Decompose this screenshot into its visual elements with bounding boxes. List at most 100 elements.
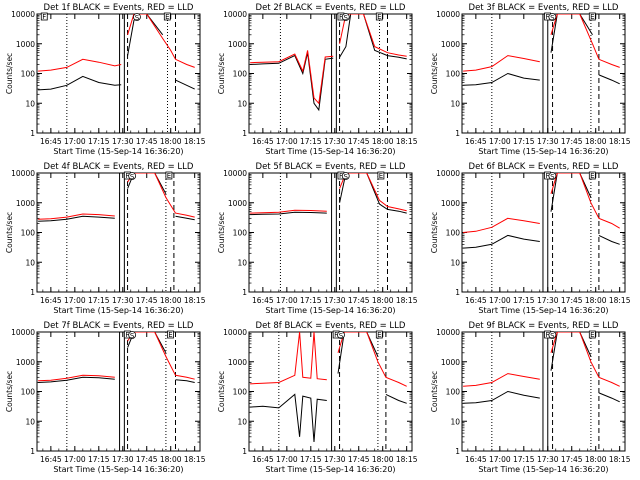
y-tick-label: 100 xyxy=(446,388,461,397)
marker-s-circle xyxy=(548,331,557,339)
marker-label: S xyxy=(550,173,555,181)
plot-frame xyxy=(461,331,626,452)
marker-box xyxy=(375,330,383,339)
marker-label: F xyxy=(125,172,129,180)
y-tick-label: 100 xyxy=(446,70,461,79)
marker-box xyxy=(588,330,596,339)
marker-e: E xyxy=(375,330,383,339)
marker-box xyxy=(588,12,596,21)
x-tick-label: 17:00 xyxy=(64,296,86,305)
series-lld-line xyxy=(250,14,407,105)
series-lld-line xyxy=(38,173,195,220)
y-tick-label: 1 xyxy=(242,288,247,297)
plot-frame xyxy=(36,172,201,293)
panel-det-3: Det 3f BLACK = Events, RED = LLD 1 10 100 10… xyxy=(430,3,631,156)
x-tick-label: 17:30 xyxy=(112,296,134,305)
x-tick-label: 18:00 xyxy=(372,296,394,305)
marker-box xyxy=(163,12,171,21)
marker-s: S xyxy=(341,13,350,22)
x-tick-label: 17:30 xyxy=(112,455,134,464)
y-tick-label: 100 xyxy=(21,229,36,238)
marker-label: F xyxy=(125,331,129,339)
x-tick-label: 17:30 xyxy=(324,137,346,146)
marker-label: F xyxy=(339,172,343,180)
x-tick-label: 17:45 xyxy=(136,296,158,305)
marker-e: E xyxy=(588,12,596,21)
y-tick-label: 10000 xyxy=(11,328,35,337)
x-tick-label: 16:45 xyxy=(465,137,487,146)
x-axis-label: Start Time (15-Sep-14 16:36:20) xyxy=(478,306,608,315)
marker-s: S xyxy=(128,172,137,181)
y-axis-label: Counts/sec xyxy=(217,212,226,253)
marker-label: E xyxy=(590,13,594,21)
panel-det-1: Det 1f BLACK = Events, RED = LLD 1 10 100 10… xyxy=(5,3,206,156)
panel-title: Det 2f BLACK = Events, RED = LLD xyxy=(256,3,406,13)
y-axis-label: Counts/sec xyxy=(5,371,14,412)
y-tick-label: 1000 xyxy=(16,40,35,49)
y-axis-label: Counts/sec xyxy=(217,53,226,94)
x-tick-label: 18:00 xyxy=(160,296,182,305)
x-tick-label: 18:15 xyxy=(396,455,418,464)
marker-e: E xyxy=(377,171,385,180)
x-tick-label: 17:30 xyxy=(537,455,559,464)
marker-label: S xyxy=(339,332,344,340)
marker-box xyxy=(377,171,385,180)
marker-label: F xyxy=(42,13,46,21)
y-tick-label: 10000 xyxy=(436,10,460,19)
x-tick-label: 16:45 xyxy=(40,296,62,305)
marker-label: E xyxy=(379,172,383,180)
x-tick-label: 17:15 xyxy=(300,296,322,305)
marker-label: E xyxy=(168,331,172,339)
panel-title: Det 1f BLACK = Events, RED = LLD xyxy=(44,3,194,13)
panel-det-8: Det 8f BLACK = Events, RED = LLD 1 10 100 10… xyxy=(217,321,418,474)
x-tick-label: 17:15 xyxy=(88,137,110,146)
x-axis-label: Start Time (15-Sep-14 16:36:20) xyxy=(265,306,395,315)
marker-label: F xyxy=(546,13,550,21)
plot-frame xyxy=(461,172,626,293)
x-tick-label: 18:00 xyxy=(585,296,607,305)
x-tick-label: 17:15 xyxy=(300,455,322,464)
panel-det-6: Det 6f BLACK = Events, RED = LLD 1 10 100 10… xyxy=(430,162,631,315)
marker-label: F xyxy=(546,331,550,339)
y-tick-label: 1000 xyxy=(441,358,460,367)
x-tick-label: 17:30 xyxy=(112,137,134,146)
x-tick-label: 17:00 xyxy=(489,455,511,464)
y-tick-label: 1000 xyxy=(16,199,35,208)
marker-label: S xyxy=(550,332,555,340)
series-lld-line xyxy=(38,14,195,72)
x-tick-label: 17:45 xyxy=(561,455,583,464)
series-events-line xyxy=(38,332,195,383)
x-tick-label: 18:15 xyxy=(396,137,418,146)
x-tick-label: 17:15 xyxy=(88,455,110,464)
y-tick-label: 1 xyxy=(30,288,35,297)
series-events-line xyxy=(463,173,620,249)
x-tick-label: 17:45 xyxy=(348,455,370,464)
series-events-line xyxy=(250,173,407,216)
y-tick-label: 1000 xyxy=(228,199,247,208)
y-tick-label: 1000 xyxy=(441,199,460,208)
panel-title: Det 4f BLACK = Events, RED = LLD xyxy=(44,162,194,172)
marker-s: S xyxy=(548,172,557,181)
y-axis-label: Counts/sec xyxy=(5,53,14,94)
x-axis-label: Start Time (15-Sep-14 16:36:20) xyxy=(53,147,183,156)
y-tick-label: 100 xyxy=(233,388,248,397)
panel-det-9: Det 9f BLACK = Events, RED = LLD 1 10 100 10… xyxy=(430,321,631,474)
y-tick-label: 10 xyxy=(25,417,35,426)
x-axis-label: Start Time (15-Sep-14 16:36:20) xyxy=(265,147,395,156)
marker-label: E xyxy=(377,13,381,21)
x-tick-label: 17:45 xyxy=(136,137,158,146)
y-tick-label: 1 xyxy=(455,288,460,297)
y-tick-label: 100 xyxy=(233,229,248,238)
series-lld-line xyxy=(38,332,195,382)
marker-s: S xyxy=(341,172,350,181)
panel-title: Det 9f BLACK = Events, RED = LLD xyxy=(469,321,619,331)
x-tick-label: 16:45 xyxy=(252,296,274,305)
marker-s: S xyxy=(133,13,141,22)
y-tick-label: 100 xyxy=(21,70,36,79)
marker-e: E xyxy=(167,330,174,339)
x-tick-label: 17:45 xyxy=(561,296,583,305)
panel-det-5: Det 5f BLACK = Events, RED = LLD 1 10 100 10… xyxy=(217,162,418,315)
y-tick-label: 100 xyxy=(233,70,248,79)
marker-f: F xyxy=(40,12,48,21)
x-tick-label: 16:45 xyxy=(465,296,487,305)
